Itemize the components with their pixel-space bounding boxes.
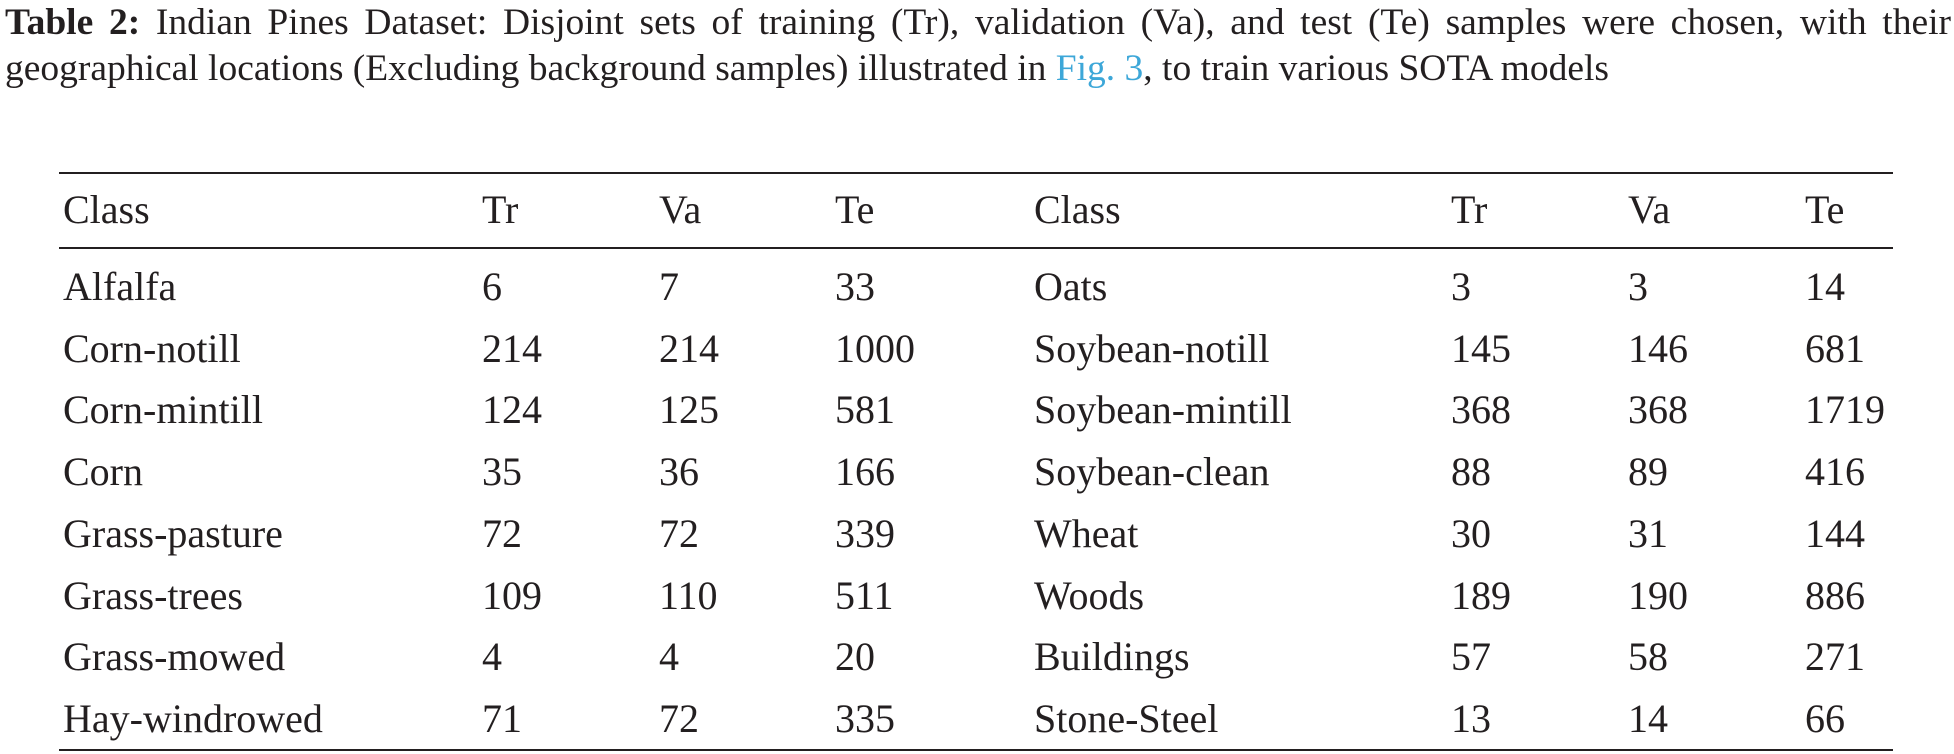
table-cell-te-right: 681 [1805,325,1865,371]
table-bottom-rule [59,749,1893,751]
table-cell-tr-right: 13 [1451,695,1491,741]
table-cell-te-left: 166 [835,449,895,495]
table-cell-tr-left: 35 [482,449,522,495]
table-cell-te-right: 886 [1805,572,1865,618]
table-cell-class-left: Corn [63,449,143,495]
table-cell-te-left: 335 [835,695,895,741]
table-top-rule [59,172,1893,174]
table-cell-tr-right: 368 [1451,387,1511,433]
table-cell-class-left: Grass-mowed [63,634,286,680]
column-header-va-right: Va [1628,187,1671,232]
table-cell-tr-right: 3 [1451,264,1471,309]
table-caption-label: Table 2: [5,2,141,43]
table-cell-tr-right: 88 [1451,449,1491,495]
table-cell-te-left: 1000 [835,325,915,371]
table-caption-text: Indian Pines Dataset: Disjoint sets of t… [5,2,1952,89]
table-cell-tr-right: 189 [1451,572,1511,618]
table-cell-tr-left: 6 [482,264,502,309]
table-cell-class-right: Wheat [1034,510,1139,556]
table-cell-class-right: Soybean-notill [1034,325,1270,371]
table-cell-tr-left: 71 [482,695,522,741]
table-cell-tr-left: 4 [482,634,502,680]
table-cell-te-right: 271 [1805,634,1865,680]
table-cell-class-right: Woods [1034,572,1145,618]
table-cell-va-right: 190 [1628,572,1688,618]
column-header-va-left: Va [659,187,702,232]
table-cell-va-left: 214 [659,325,719,371]
table-cell-tr-left: 72 [482,510,522,556]
column-header-class-left: Class [63,187,150,232]
table-cell-va-right: 3 [1628,264,1648,309]
table-cell-class-left: Grass-trees [63,572,243,618]
table-header-rule [59,247,1893,249]
table-cell-va-left: 7 [659,264,679,309]
table-cell-class-left: Hay-windrowed [63,695,323,741]
table-cell-tr-left: 124 [482,387,542,433]
table-cell-class-right: Buildings [1034,634,1190,680]
table-cell-class-left: Alfalfa [63,264,177,309]
column-header-tr-right: Tr [1451,187,1488,232]
table-cell-va-left: 4 [659,634,679,680]
table-cell-te-right: 144 [1805,510,1865,556]
figure-link[interactable]: Fig. 3 [1055,48,1144,89]
column-header-te-right: Te [1805,187,1845,232]
column-header-class-right: Class [1034,187,1121,232]
table-cell-va-left: 72 [659,695,699,741]
table-cell-va-left: 125 [659,387,719,433]
table-cell-tr-left: 214 [482,325,542,371]
table-cell-va-left: 110 [659,572,718,618]
table-cell-va-right: 146 [1628,325,1688,371]
table-cell-class-left: Grass-pasture [63,510,283,556]
table-cell-va-left: 36 [659,449,699,495]
table-cell-te-right: 14 [1805,264,1845,309]
table-cell-tr-right: 30 [1451,510,1491,556]
table-cell-va-right: 368 [1628,387,1688,433]
table-cell-va-right: 89 [1628,449,1668,495]
table-caption-text-end: , to train various SOTA models [1143,48,1610,89]
table-cell-te-right: 66 [1805,695,1845,741]
table-cell-va-right: 58 [1628,634,1668,680]
table-cell-te-left: 339 [835,510,895,556]
table-cell-va-left: 72 [659,510,699,556]
table-cell-class-right: Soybean-clean [1034,449,1270,495]
table-cell-te-right: 416 [1805,449,1865,495]
table-cell-tr-right: 145 [1451,325,1511,371]
table-cell-class-left: Corn-notill [63,325,241,371]
table-cell-te-left: 581 [835,387,895,433]
table-cell-tr-left: 109 [482,572,542,618]
table-cell-class-left: Corn-mintill [63,387,263,433]
table-cell-te-left: 33 [835,264,875,309]
column-header-tr-left: Tr [482,187,519,232]
table-cell-te-right: 1719 [1805,387,1885,433]
table-cell-class-right: Stone-Steel [1034,695,1219,741]
table-caption: Table 2: Indian Pines Dataset: Disjoint … [5,0,1951,92]
table-cell-class-right: Soybean-mintill [1034,387,1292,433]
table-cell-te-left: 20 [835,634,875,680]
table-cell-va-right: 14 [1628,695,1668,741]
table-cell-tr-right: 57 [1451,634,1491,680]
table-cell-class-right: Oats [1034,264,1108,309]
table-cell-te-left: 511 [835,572,894,618]
table-cell-va-right: 31 [1628,510,1668,556]
column-header-te-left: Te [835,187,875,232]
